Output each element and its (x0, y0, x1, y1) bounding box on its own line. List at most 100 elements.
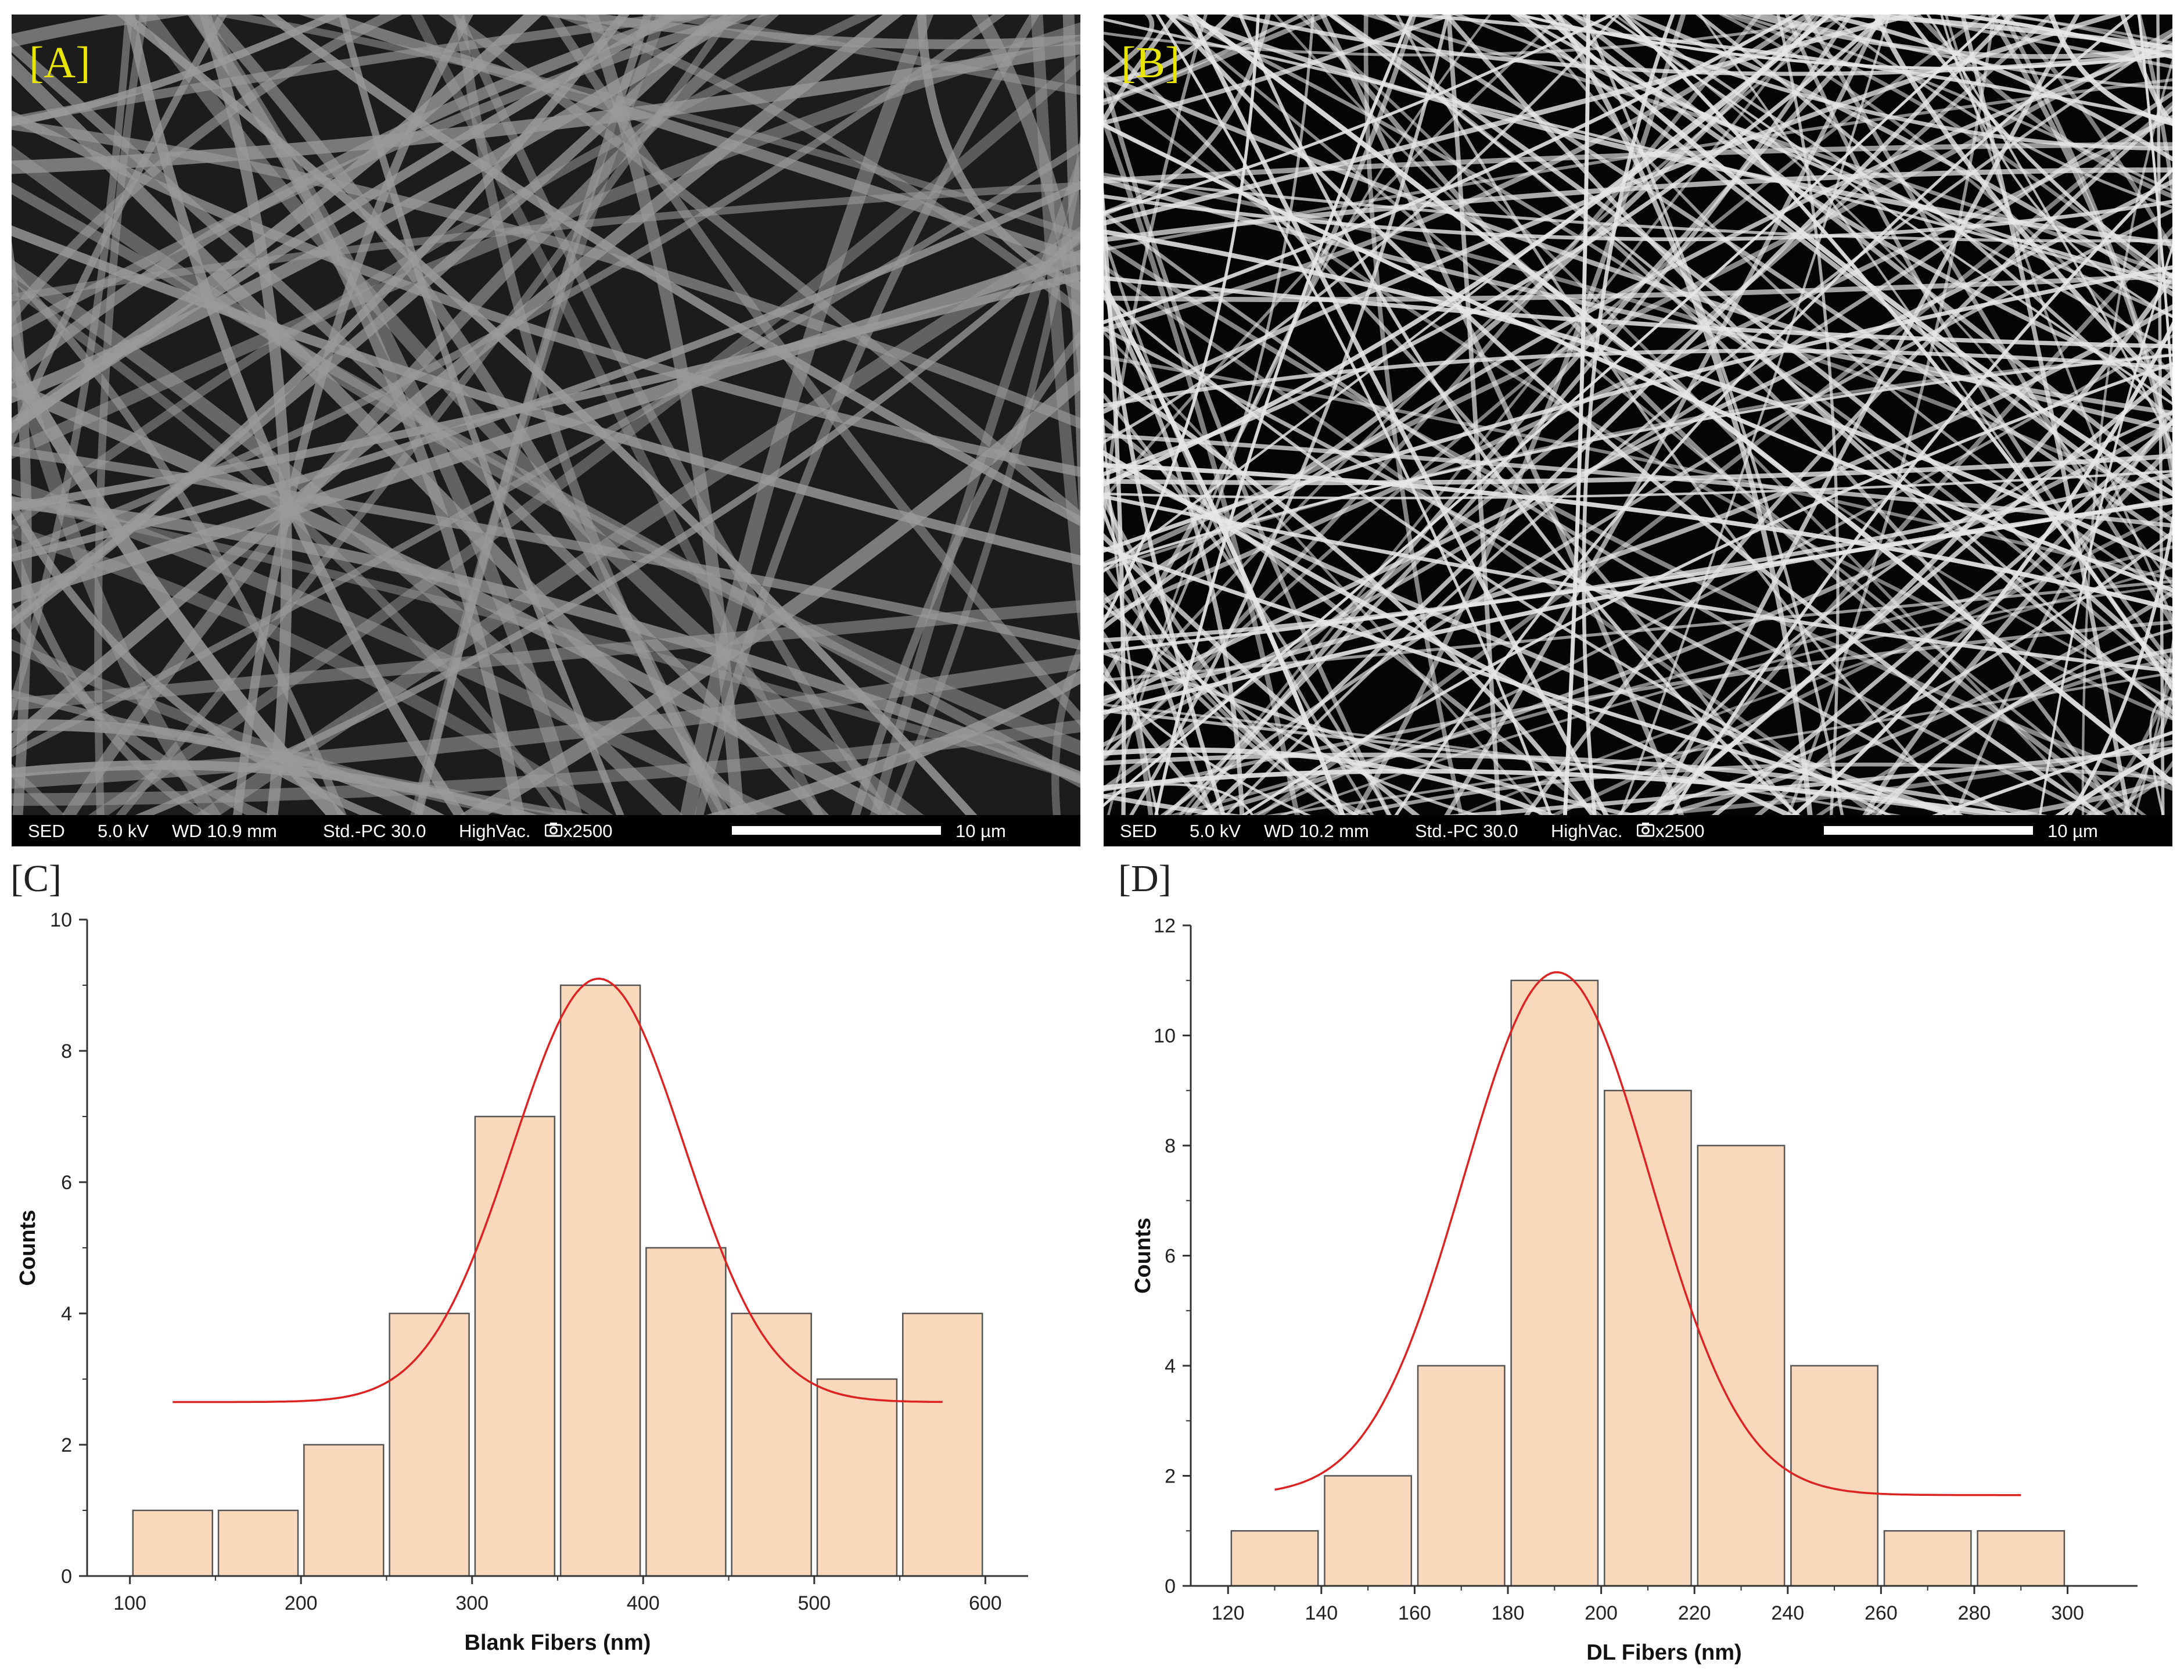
fiber (1104, 15, 1314, 756)
fiber (1104, 15, 1988, 760)
fiber (12, 119, 1080, 429)
fit-curve (173, 978, 943, 1403)
x-tick-label: 300 (455, 1592, 488, 1614)
fiber (12, 15, 729, 126)
sem-info-bar-b: SED 5.0 kV WD 10.2 mm Std.-PC 30.0 HighV… (1104, 815, 2172, 846)
panel-label-c: [C] (10, 857, 62, 900)
x-tick-label: 160 (1398, 1602, 1431, 1624)
detector-text: SED (28, 821, 65, 841)
fiber (138, 15, 924, 815)
camera-icon (1637, 823, 1654, 837)
fiber (1987, 15, 2172, 489)
histogram-bar (731, 1312, 812, 1577)
fiber (1754, 418, 2172, 815)
fiber (411, 15, 824, 815)
scale-bar (1824, 826, 2033, 835)
histogram-bar (1510, 979, 1599, 1587)
magnification-text: x2500 (1655, 821, 1705, 841)
y-tick-label: 2 (61, 1434, 72, 1456)
fiber (12, 639, 573, 815)
fiber (680, 15, 934, 815)
fiber (1104, 70, 1392, 815)
fiber (1104, 620, 2172, 798)
fiber (12, 240, 32, 815)
fiber (1617, 410, 2172, 815)
fiber (1940, 15, 2172, 318)
magnification-text: x2500 (563, 821, 613, 841)
fiber (438, 15, 1080, 524)
y-tick-label: 4 (1165, 1355, 1176, 1377)
fiber (12, 181, 1080, 562)
fiber (1104, 15, 1417, 685)
voltage-text: 5.0 kV (98, 821, 149, 841)
fiber (1187, 15, 2172, 787)
histogram-bar (816, 1378, 898, 1577)
fiber (1104, 15, 1271, 217)
fiber (1104, 15, 1847, 721)
y-tick-label: 0 (1165, 1575, 1176, 1598)
fiber (2000, 15, 2172, 51)
histogram-bar (1697, 1144, 1786, 1587)
y-tick-label: 10 (1154, 1025, 1176, 1047)
histogram-bar (645, 1247, 727, 1577)
fiber (1104, 229, 2172, 568)
panel-label-a: [A] (29, 38, 91, 87)
fiber (1104, 15, 1155, 79)
fiber (1104, 752, 2048, 815)
fiber (2120, 687, 2172, 815)
fiber (12, 15, 903, 750)
x-axis-title: DL Fibers (nm) (1586, 1640, 1741, 1665)
fiber (1568, 15, 2172, 488)
fiber (1803, 15, 2172, 627)
fiber (452, 15, 893, 815)
x-tick-label: 200 (1585, 1602, 1618, 1624)
histogram-bar (559, 984, 641, 1577)
fiber (1224, 33, 2172, 815)
x-tick-label: 180 (1492, 1602, 1525, 1624)
scale-bar (732, 826, 941, 835)
fiber (1328, 15, 2172, 674)
fiber (1960, 15, 2131, 815)
fiber (1104, 15, 1260, 625)
histogram-bar (901, 1312, 983, 1577)
fiber (124, 15, 466, 815)
working-distance-text: WD 10.9 mm (172, 821, 277, 841)
x-tick-label: 500 (798, 1592, 831, 1614)
fiber (2085, 673, 2172, 815)
histogram-bar (1603, 1090, 1692, 1587)
fiber (1935, 15, 2172, 59)
y-tick-label: 8 (1165, 1135, 1176, 1157)
fiber (1638, 271, 2172, 815)
fiber (1104, 273, 2172, 302)
fiber (1104, 15, 1620, 444)
fit-curve (1274, 971, 2021, 1496)
x-tick-label: 600 (969, 1592, 1002, 1614)
fiber (1104, 15, 1456, 125)
panel-label-b: [B] (1121, 38, 1180, 87)
fiber (1446, 15, 1502, 815)
fiber (1865, 628, 2172, 815)
x-tick-label: 240 (1771, 1602, 1804, 1624)
y-tick-label: 6 (1165, 1245, 1176, 1268)
fiber (1104, 237, 1226, 815)
fiber-mesh-a (12, 15, 1080, 815)
fiber (1062, 15, 1080, 553)
x-tick-label: 280 (1958, 1602, 1991, 1624)
fiber (1524, 105, 2172, 815)
fiber (1104, 533, 1420, 815)
fiber (12, 249, 1080, 604)
y-tick-label: 12 (1154, 915, 1176, 937)
fiber (1104, 15, 1833, 487)
x-tick-label: 220 (1678, 1602, 1711, 1624)
fiber (1104, 472, 2172, 642)
fiber (551, 15, 1080, 318)
fiber (1522, 15, 2172, 598)
fiber (1164, 15, 2147, 815)
fiber (1104, 470, 2172, 500)
fiber (1104, 353, 2172, 572)
fiber (1759, 15, 2172, 90)
histogram-bar (217, 1509, 299, 1577)
fiber (1623, 15, 2172, 297)
fiber (1160, 208, 2172, 815)
fiber (1104, 15, 1332, 106)
